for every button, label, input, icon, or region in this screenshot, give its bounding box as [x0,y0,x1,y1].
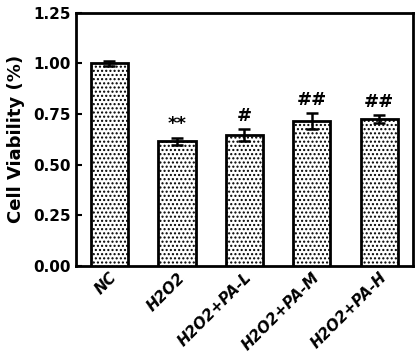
Text: #: # [237,107,252,125]
Text: ##: ## [297,91,327,109]
Bar [158,141,195,266]
Text: ##: ## [364,93,394,111]
Bar [226,135,263,266]
Text: **: ** [168,115,186,133]
Bar [361,119,398,266]
Y-axis label: Cell Viability (%): Cell Viability (%) [7,55,25,223]
Bar [91,63,128,266]
Bar [293,121,331,266]
